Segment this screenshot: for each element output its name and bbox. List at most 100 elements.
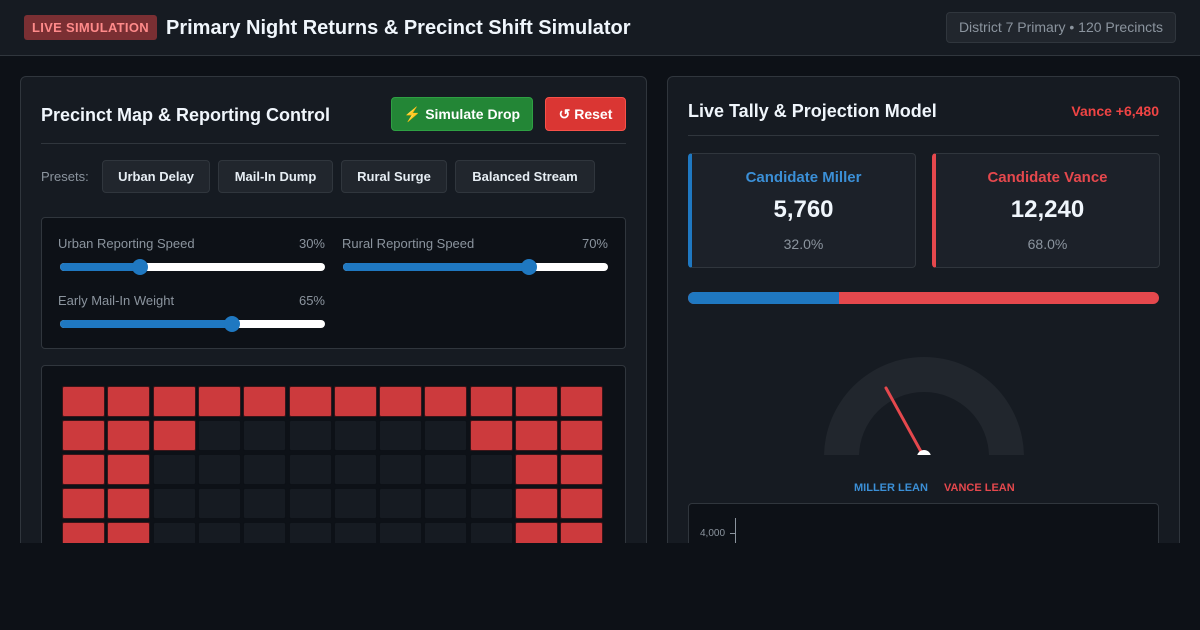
- precinct-cell-pending[interactable]: [333, 522, 377, 543]
- precinct-cell-pending[interactable]: [379, 454, 423, 485]
- y-tick-label: 4,000: [700, 528, 726, 539]
- slider-thumb[interactable]: [520, 259, 537, 275]
- precinct-cell-pending[interactable]: [243, 522, 287, 543]
- candidate-name: Candidate Vance: [987, 169, 1108, 186]
- simulate-drop-button[interactable]: ⚡ Simulate Drop: [391, 97, 533, 131]
- presets-label: Presets:: [41, 169, 89, 184]
- slider-fill: [60, 263, 140, 271]
- precinct-cell-reported[interactable]: [333, 386, 377, 417]
- precinct-map: [41, 365, 626, 543]
- preset-rural-surge[interactable]: Rural Surge: [341, 160, 447, 193]
- top-bar: LIVE SIMULATION Primary Night Returns & …: [0, 0, 1200, 56]
- live-simulation-badge: LIVE SIMULATION: [24, 15, 157, 40]
- precinct-cell-pending[interactable]: [288, 522, 332, 543]
- precinct-cell-reported[interactable]: [560, 522, 604, 543]
- precinct-cell-reported[interactable]: [62, 488, 105, 519]
- district-chip: District 7 Primary • 120 Precincts: [945, 12, 1176, 43]
- trend-chart: 4,000: [688, 503, 1159, 543]
- precinct-cell-reported[interactable]: [560, 454, 604, 485]
- precinct-cell-pending[interactable]: [469, 522, 513, 543]
- precinct-cell-pending[interactable]: [288, 454, 332, 485]
- precinct-cell-reported[interactable]: [152, 386, 196, 417]
- precinct-cell-pending[interactable]: [197, 522, 241, 543]
- precinct-cell-reported[interactable]: [560, 488, 604, 519]
- mail-in-weight-slider[interactable]: [60, 316, 325, 332]
- precinct-cell-reported[interactable]: [288, 386, 332, 417]
- mail-in-weight-value: 65%: [298, 293, 325, 308]
- precinct-cell-reported[interactable]: [515, 522, 558, 543]
- precinct-cell-reported[interactable]: [424, 386, 468, 417]
- precinct-control-panel: Precinct Map & Reporting Control ⚡ Simul…: [20, 76, 647, 543]
- candidate-votes: 5,760: [773, 196, 834, 223]
- precinct-cell-reported[interactable]: [197, 386, 241, 417]
- precinct-cell-pending[interactable]: [333, 488, 377, 519]
- precinct-cell-pending[interactable]: [379, 522, 423, 543]
- precinct-cell-pending[interactable]: [424, 488, 468, 519]
- gauge-arc: [824, 357, 1024, 464]
- slider-thumb[interactable]: [224, 316, 241, 332]
- precinct-cell-reported[interactable]: [243, 386, 287, 417]
- divider: [41, 143, 626, 144]
- precinct-cell-pending[interactable]: [152, 454, 196, 485]
- tally-panel-title: Live Tally & Projection Model: [688, 101, 937, 121]
- mail-in-weight-label: Early Mail-In Weight: [58, 293, 175, 308]
- precinct-cell-reported[interactable]: [62, 522, 105, 543]
- slider-thumb[interactable]: [131, 259, 148, 275]
- divider: [688, 135, 1159, 136]
- rural-speed-slider[interactable]: [343, 259, 608, 275]
- candidate-name: Candidate Miller: [745, 169, 862, 186]
- precinct-cell-reported[interactable]: [107, 386, 151, 417]
- precinct-cell-reported[interactable]: [62, 386, 105, 417]
- precinct-cell-pending[interactable]: [379, 488, 423, 519]
- preset-mail-in-dump[interactable]: Mail-In Dump: [218, 160, 333, 193]
- preset-balanced-stream[interactable]: Balanced Stream: [455, 160, 595, 193]
- precinct-cell-pending[interactable]: [469, 454, 513, 485]
- precinct-cell-pending[interactable]: [379, 420, 423, 451]
- precinct-cell-reported[interactable]: [107, 522, 151, 543]
- urban-speed-slider[interactable]: [60, 259, 325, 275]
- candidate-percent: 68.0%: [1027, 236, 1068, 252]
- precinct-cell-reported[interactable]: [560, 420, 604, 451]
- y-axis: [735, 518, 736, 543]
- precinct-cell-pending[interactable]: [152, 522, 196, 543]
- precinct-cell-pending[interactable]: [197, 488, 241, 519]
- precinct-cell-reported[interactable]: [469, 386, 513, 417]
- precinct-cell-pending[interactable]: [197, 420, 241, 451]
- precinct-cell-reported[interactable]: [515, 386, 558, 417]
- precinct-cell-reported[interactable]: [107, 454, 151, 485]
- precinct-cell-reported[interactable]: [379, 386, 423, 417]
- precinct-cell-reported[interactable]: [515, 488, 558, 519]
- precinct-cell-pending[interactable]: [424, 454, 468, 485]
- reset-button[interactable]: ↺ Reset: [545, 97, 626, 131]
- slider-fill: [343, 263, 529, 271]
- precinct-cell-reported[interactable]: [62, 454, 105, 485]
- precinct-cell-reported[interactable]: [107, 420, 151, 451]
- precinct-cell-pending[interactable]: [288, 420, 332, 451]
- precinct-cell-reported[interactable]: [152, 420, 196, 451]
- precinct-cell-pending[interactable]: [243, 488, 287, 519]
- precinct-cell-pending[interactable]: [333, 454, 377, 485]
- precinct-cell-pending[interactable]: [424, 420, 468, 451]
- app-title: Primary Night Returns & Precinct Shift S…: [166, 17, 631, 39]
- precinct-cell-reported[interactable]: [469, 420, 513, 451]
- gauge-track: [824, 357, 1024, 457]
- precinct-cell-reported[interactable]: [515, 420, 558, 451]
- precinct-cell-pending[interactable]: [197, 454, 241, 485]
- precinct-cell-reported[interactable]: [107, 488, 151, 519]
- precinct-cell-reported[interactable]: [62, 420, 105, 451]
- preset-urban-delay[interactable]: Urban Delay: [102, 160, 210, 193]
- precinct-cell-pending[interactable]: [288, 488, 332, 519]
- precinct-cell-pending[interactable]: [243, 420, 287, 451]
- precinct-cell-reported[interactable]: [515, 454, 558, 485]
- y-tick-mark: [730, 533, 735, 534]
- precinct-cell-reported[interactable]: [560, 386, 604, 417]
- rural-speed-label: Rural Reporting Speed: [342, 236, 475, 251]
- precinct-cell-pending[interactable]: [333, 420, 377, 451]
- precinct-cell-pending[interactable]: [152, 488, 196, 519]
- precinct-cell-pending[interactable]: [469, 488, 513, 519]
- precinct-cell-pending[interactable]: [424, 522, 468, 543]
- candidate-miller-card: Candidate Miller 5,760 32.0%: [688, 153, 916, 268]
- precinct-cell-pending[interactable]: [243, 454, 287, 485]
- miller-share-fill: [688, 292, 839, 304]
- lean-gauge: MILLER LEAN VANCE LEAN: [818, 345, 1028, 494]
